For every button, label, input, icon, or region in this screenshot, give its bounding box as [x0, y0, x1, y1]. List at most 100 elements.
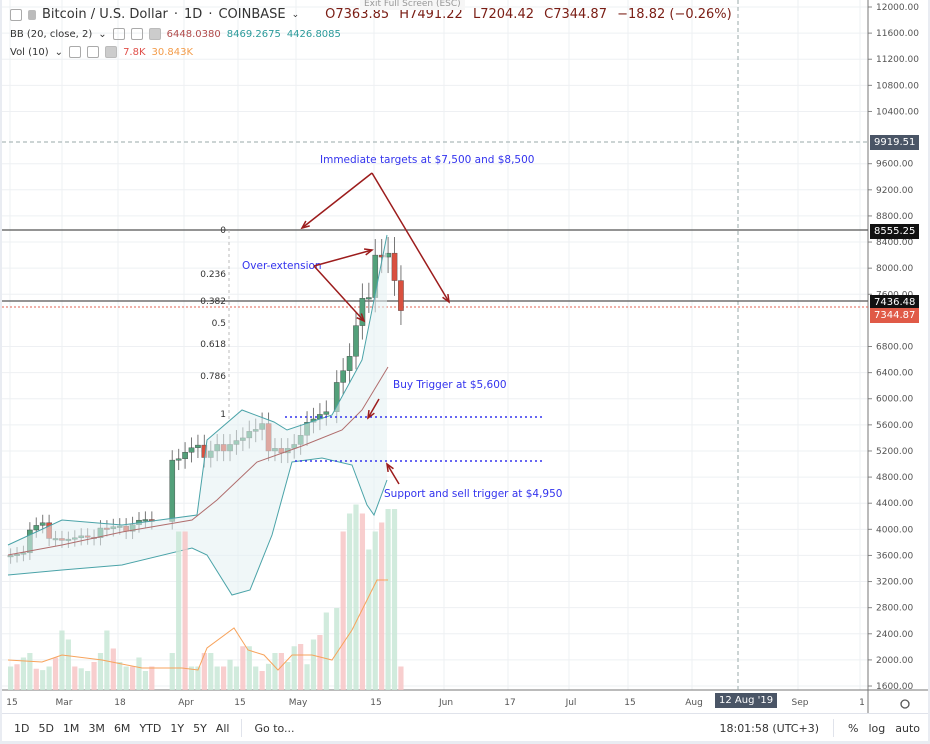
bb-basis-value: 6448.0380	[166, 28, 221, 40]
svg-text:0.618: 0.618	[200, 340, 226, 350]
svg-text:3200.00: 3200.00	[876, 578, 913, 588]
chevron-down-icon[interactable]: ⌄	[291, 9, 300, 20]
range-button-ytd[interactable]: YTD	[139, 721, 162, 735]
symbol-logo-icon	[28, 9, 36, 20]
level-price-tag-top: 8555.25	[870, 224, 920, 239]
range-button-all[interactable]: All	[215, 721, 230, 735]
chevron-down-icon[interactable]: ⌄	[98, 28, 107, 40]
svg-text:3600.00: 3600.00	[876, 551, 913, 561]
range-button-5y[interactable]: 5Y	[193, 721, 207, 735]
svg-text:Mar: Mar	[56, 698, 73, 708]
range-button-3m[interactable]: 3M	[88, 721, 105, 735]
svg-text:8800.00: 8800.00	[876, 212, 913, 222]
svg-text:15: 15	[370, 698, 381, 708]
interval: 1D	[184, 7, 203, 22]
vol-ma-value: 30.843K	[151, 46, 194, 58]
goto-button[interactable]: Go to...	[254, 721, 295, 735]
collapse-icon[interactable]	[10, 8, 22, 21]
svg-text:May: May	[289, 698, 308, 708]
svg-text:0.786: 0.786	[200, 372, 226, 382]
svg-text:9600.00: 9600.00	[876, 160, 913, 170]
svg-text:Jun: Jun	[438, 698, 453, 708]
date-crosshair-tag: 12 Aug '19	[715, 693, 778, 708]
symbol-name[interactable]: Bitcoin / U.S. Dollar	[42, 7, 168, 22]
range-button-5d[interactable]: 5D	[38, 721, 54, 735]
svg-text:1600.00: 1600.00	[876, 682, 913, 692]
low-value: L7204.42	[472, 7, 534, 22]
bb-legend: BB (20, close, 2) ⌄ 6448.0380 8469.2675 …	[10, 28, 341, 40]
svg-text:1: 1	[859, 698, 865, 708]
level-price-tag-mid: 7436.48	[870, 295, 920, 310]
settings-gear-icon	[900, 699, 910, 709]
bb-label[interactable]: BB (20, close, 2)	[10, 28, 93, 40]
vol-legend: Vol (10) ⌄ 7.8K 30.843K	[10, 46, 193, 58]
svg-text:8400.00: 8400.00	[876, 238, 913, 248]
svg-text:11200.00: 11200.00	[876, 55, 919, 65]
svg-text:Apr: Apr	[178, 698, 194, 708]
vol-value: 7.8K	[123, 46, 146, 58]
price-chart[interactable]: 1600.00 2000.00 2400.00 2800.00 3200.00 3600.…	[2, 0, 928, 713]
svg-text:9200.00: 9200.00	[876, 186, 913, 196]
last-price-tag: 7344.87	[870, 308, 920, 323]
exchange: COINBASE	[218, 7, 286, 22]
high-value: H7491.22	[399, 7, 463, 22]
exit-fullscreen-tooltip: Exit Full Screen (ESC)	[360, 0, 465, 10]
svg-text:5200.00: 5200.00	[876, 447, 913, 457]
svg-text:12000.00: 12000.00	[876, 3, 919, 13]
svg-text:11600.00: 11600.00	[876, 29, 919, 39]
svg-text:0: 0	[220, 226, 226, 236]
log-toggle[interactable]: log	[868, 721, 886, 735]
bb-upper-value: 8469.2675	[226, 28, 281, 40]
range-button-1y[interactable]: 1Y	[170, 721, 185, 735]
chevron-down-icon[interactable]: ⌄	[54, 46, 64, 58]
svg-text:Over-extension: Over-extension	[242, 260, 322, 272]
svg-text:2000.00: 2000.00	[876, 656, 913, 666]
svg-text:15: 15	[234, 698, 245, 708]
auto-toggle[interactable]: auto	[895, 721, 920, 735]
range-button-1m[interactable]: 1M	[62, 721, 80, 735]
close-icon[interactable]	[105, 46, 118, 58]
svg-text:18: 18	[114, 698, 126, 708]
change-value: −18.82 (−0.26%)	[617, 7, 732, 22]
svg-text:17: 17	[504, 698, 515, 708]
gear-icon[interactable]	[130, 28, 143, 40]
svg-text:0.5: 0.5	[212, 319, 226, 329]
bb-lower-value: 4426.8085	[286, 28, 341, 40]
svg-text:6400.00: 6400.00	[876, 369, 913, 379]
svg-text:2400.00: 2400.00	[876, 630, 913, 640]
percent-toggle[interactable]: %	[848, 721, 859, 735]
close-value: C7344.87	[544, 7, 607, 22]
svg-text:2800.00: 2800.00	[876, 604, 913, 614]
open-value: O7363.85	[325, 7, 390, 22]
symbol-legend: Bitcoin / U.S. Dollar · 1D · COINBASE ⌄ O7…	[10, 7, 738, 22]
range-button-6m[interactable]: 6M	[113, 721, 131, 735]
svg-text:Support and sell trigger at $4: Support and sell trigger at $4,950	[384, 488, 562, 500]
eye-icon[interactable]	[69, 46, 82, 58]
svg-text:0.382: 0.382	[200, 297, 226, 307]
bottom-toolbar: 1D 5D 1M 3M 6M YTD 1Y 5Y All Go to... 18:01:58 (…	[2, 713, 928, 742]
vol-label[interactable]: Vol (10)	[10, 46, 49, 58]
range-button-1d[interactable]: 1D	[14, 721, 30, 735]
svg-text:6800.00: 6800.00	[876, 343, 913, 353]
gear-icon[interactable]	[87, 46, 100, 58]
svg-text:Buy Trigger at $5,600: Buy Trigger at $5,600	[393, 379, 507, 391]
range-buttons: 1D 5D 1M 3M 6M YTD 1Y 5Y All	[14, 722, 229, 735]
svg-text:15: 15	[624, 698, 635, 708]
svg-text:8000.00: 8000.00	[876, 264, 913, 274]
svg-text:5600.00: 5600.00	[876, 421, 913, 431]
svg-text:4000.00: 4000.00	[876, 525, 913, 535]
clock: 18:01:58 (UTC+3)	[719, 721, 819, 735]
eye-icon[interactable]	[112, 28, 125, 40]
svg-text:6000.00: 6000.00	[876, 395, 913, 405]
ohlc-values: O7363.85 H7491.22 L7204.42 C7344.87 −18.…	[325, 7, 738, 22]
close-icon[interactable]	[148, 28, 161, 40]
svg-text:Immediate targets at $7,500 an: Immediate targets at $7,500 and $8,500	[320, 154, 534, 166]
svg-text:Aug: Aug	[685, 698, 703, 708]
svg-text:15: 15	[6, 698, 17, 708]
svg-text:0.236: 0.236	[200, 270, 226, 280]
svg-text:Jul: Jul	[565, 698, 577, 708]
crosshair-price-tag: 9919.51	[870, 135, 920, 150]
svg-text:10800.00: 10800.00	[876, 81, 919, 91]
svg-text:4800.00: 4800.00	[876, 473, 913, 483]
